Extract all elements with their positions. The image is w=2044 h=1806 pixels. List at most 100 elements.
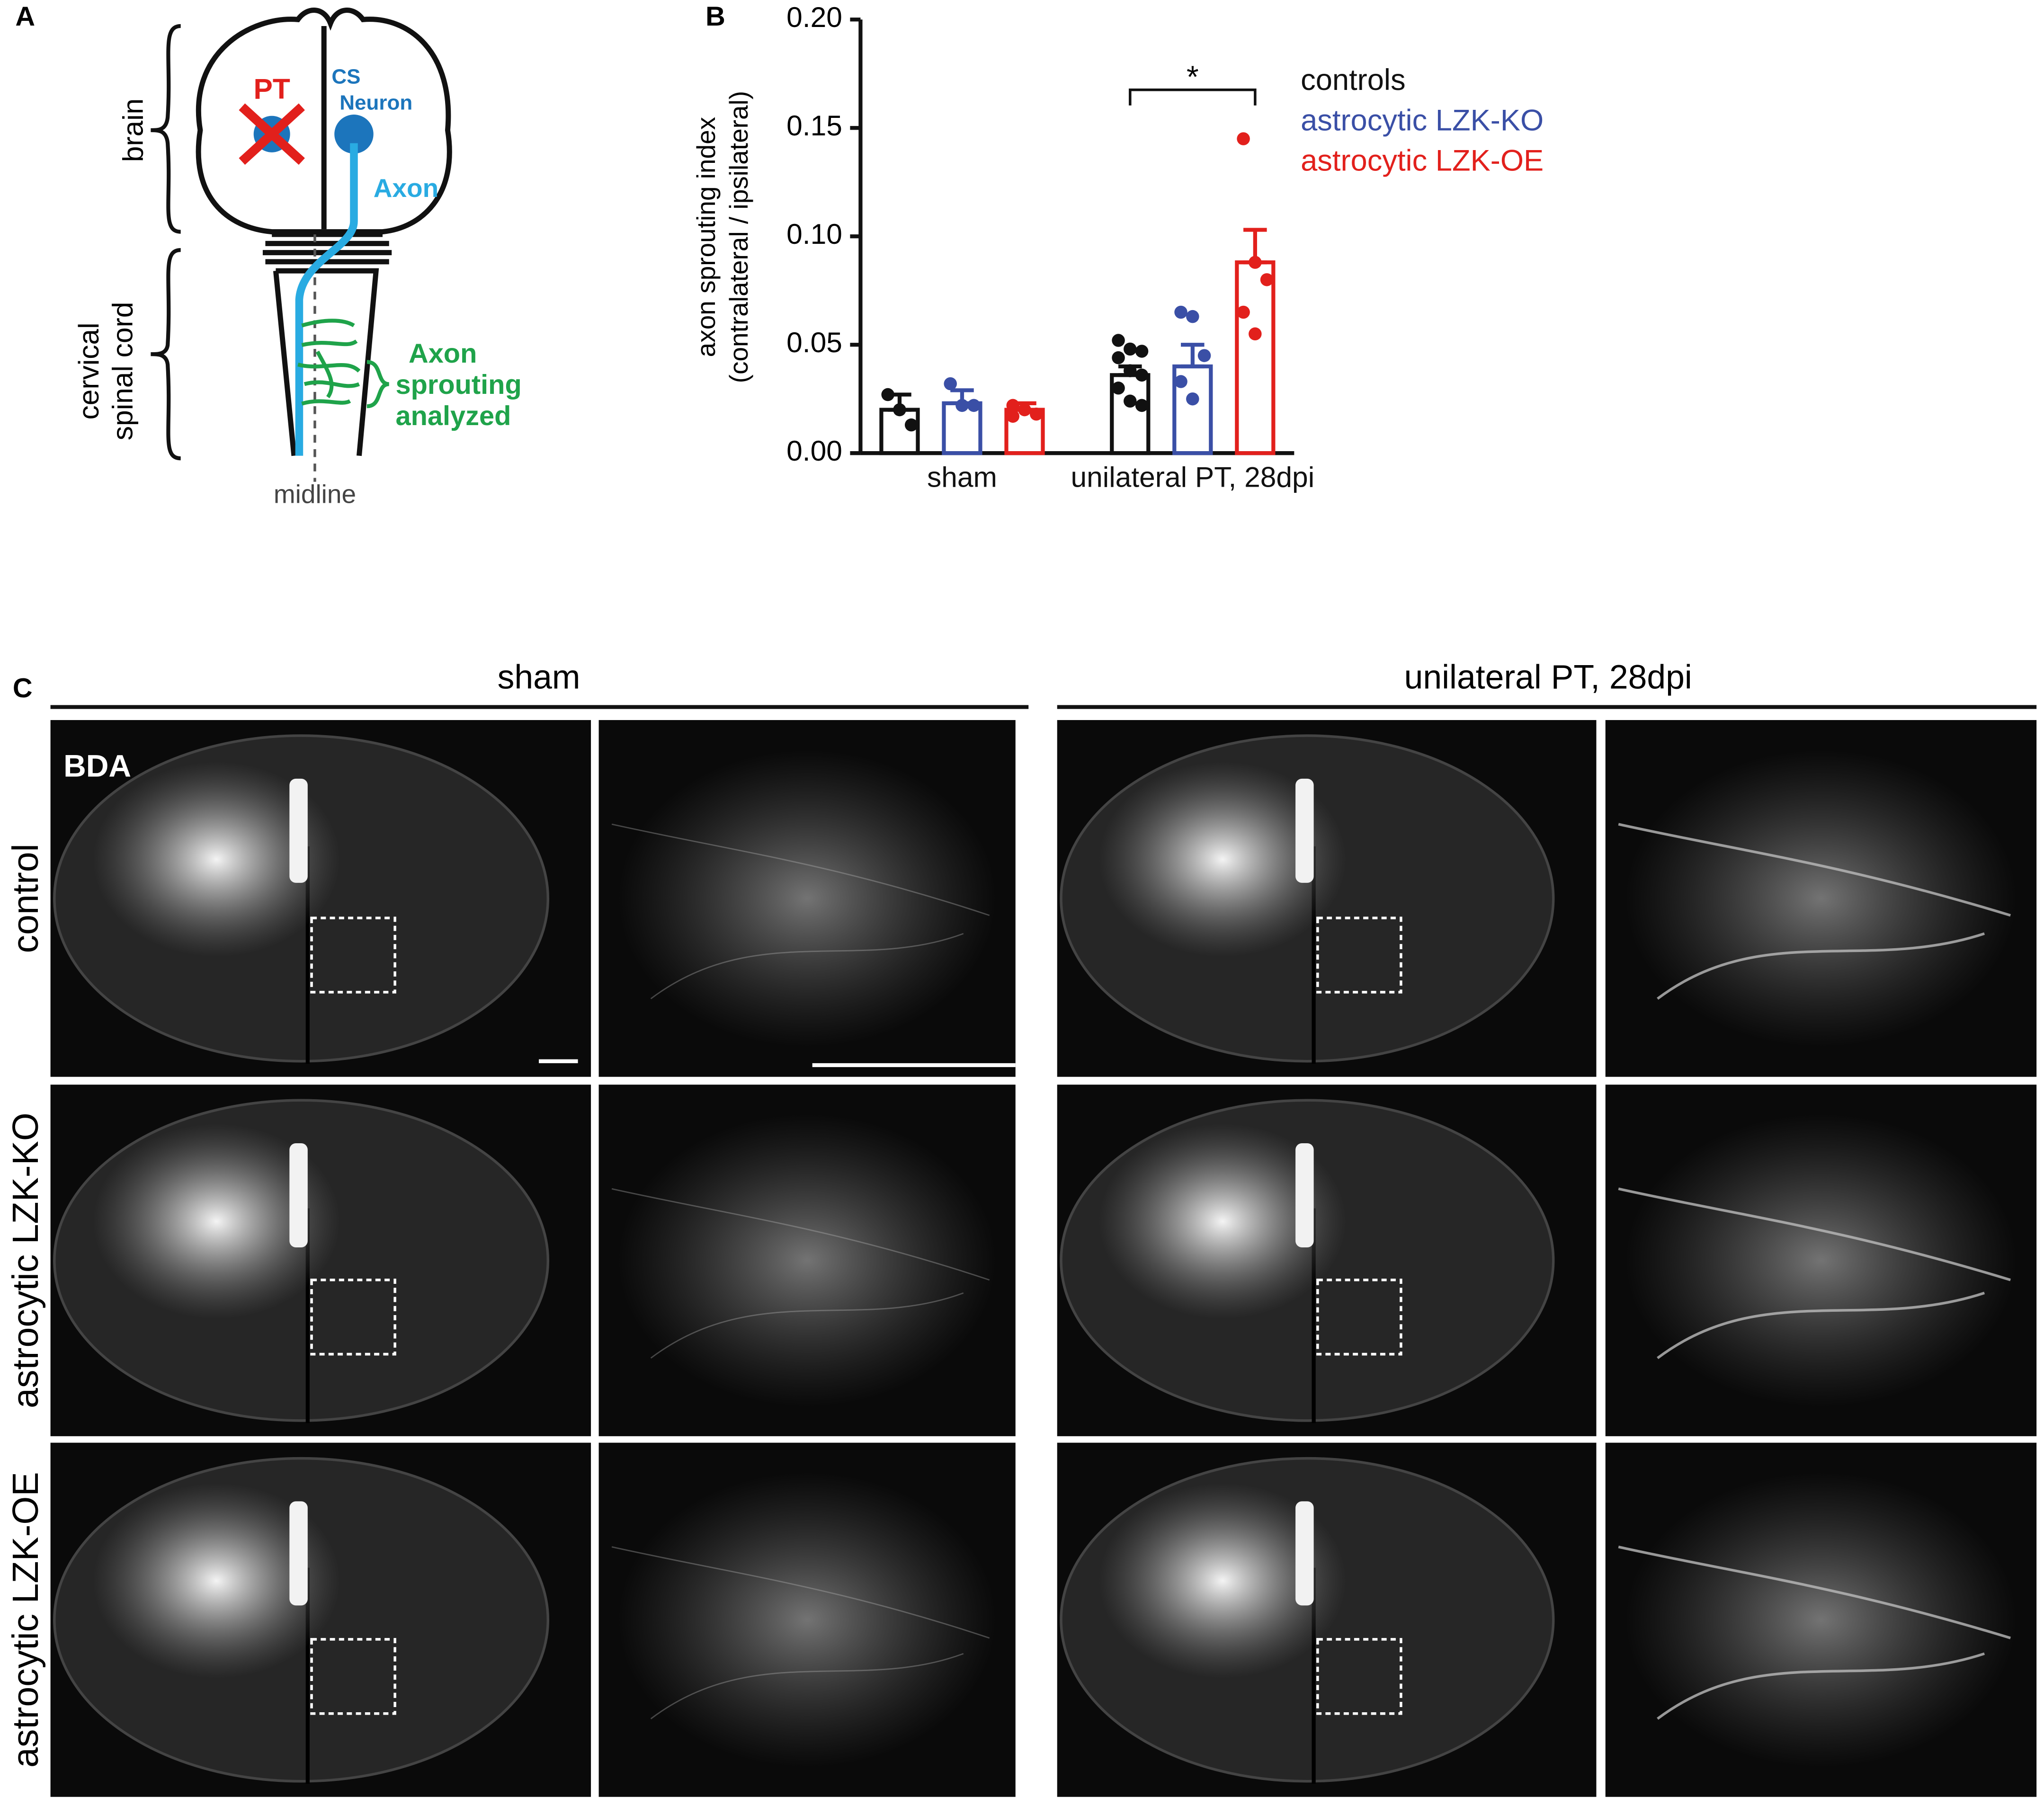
data-point	[1260, 273, 1274, 286]
bda-label-area	[1098, 1123, 1347, 1319]
spinal-label: cervical	[72, 322, 105, 419]
roi-box	[1316, 916, 1402, 994]
y-tick-label: 0.10	[786, 218, 842, 250]
data-point	[1006, 409, 1019, 423]
stain-label: BDA	[63, 748, 131, 783]
cs-label: Neuron	[339, 91, 412, 115]
y-axis-label: axon sprouting index	[691, 117, 721, 357]
y-tick-label: 0.00	[786, 435, 842, 467]
data-point	[1112, 351, 1125, 365]
data-point	[1249, 327, 1262, 341]
legend-entry: astrocytic LZK-OE	[1301, 144, 1544, 178]
data-point	[1197, 349, 1211, 362]
data-point	[1186, 310, 1199, 323]
x-tick-label: sham	[927, 461, 997, 494]
midline-label: midline	[274, 479, 356, 508]
data-point	[1112, 334, 1125, 347]
row-label: control	[5, 844, 46, 953]
panel-a: A brain cervical spinal cord PT CS Neuro…	[15, 1, 521, 509]
data-point	[1249, 256, 1262, 269]
cs-neuron	[334, 115, 374, 154]
y-tick-label: 0.15	[786, 109, 842, 142]
data-point	[1135, 399, 1149, 412]
data-point	[1018, 403, 1031, 417]
sprouting-label: analyzed	[395, 401, 511, 431]
zoom-texture	[617, 749, 997, 1047]
roi-box	[310, 916, 396, 994]
bda-label-area	[1098, 1483, 1347, 1679]
bda-label-area	[92, 1123, 340, 1319]
bda-injection	[1295, 1501, 1314, 1606]
bda-injection	[289, 1143, 308, 1248]
bda-injection	[289, 1501, 308, 1606]
data-point	[1124, 394, 1137, 408]
spinal-brace	[151, 248, 181, 461]
axon-label: Axon	[374, 173, 439, 203]
bda-label-area	[92, 762, 340, 957]
data-point	[1186, 392, 1199, 406]
axon-path	[295, 143, 358, 456]
bda-label-area	[1098, 762, 1347, 957]
pt-cross	[239, 103, 305, 165]
row-label: astrocytic LZK-KO	[5, 1112, 46, 1408]
roi-box	[310, 1638, 396, 1715]
panel-label: C	[13, 673, 33, 703]
significance-bracket	[1129, 89, 1257, 106]
data-point	[881, 388, 894, 401]
cs-label: CS	[331, 65, 360, 89]
axon-fibers	[611, 1546, 990, 1719]
roi-box	[1316, 1279, 1402, 1356]
error-bar	[1181, 343, 1205, 369]
spinal-label: spinal cord	[106, 302, 138, 441]
column-header: sham	[498, 658, 580, 696]
legend-entry: controls	[1301, 63, 1405, 97]
column-header: unilateral PT, 28dpi	[1404, 658, 1692, 696]
sprouting-lines	[297, 319, 361, 406]
panel-b: B axon sprouting index (contralateral / …	[691, 1, 1544, 494]
legend-entry: astrocytic LZK-KO	[1301, 104, 1544, 137]
pt-label: PT	[254, 73, 290, 105]
y-tick-label: 0.20	[786, 1, 842, 33]
axon-fibers	[1618, 1187, 2011, 1360]
spinal-cord-outline	[262, 231, 392, 456]
x-tick-label-box: sham	[927, 461, 997, 494]
data-point	[955, 399, 969, 412]
data-point	[1124, 342, 1137, 356]
data-point	[893, 403, 906, 417]
x-tick-label: unilateral PT, 28dpi	[1071, 461, 1315, 494]
sprouting-label: sprouting	[395, 370, 521, 400]
sprouting-label: Axon	[409, 338, 477, 369]
data-point	[1237, 305, 1250, 319]
x-tick-label-box: unilateral PT, 28dpi	[1071, 461, 1315, 494]
bda-injection	[1295, 1143, 1314, 1248]
data-point	[1174, 375, 1187, 388]
data-point	[967, 399, 981, 412]
axon-fibers	[1618, 823, 2011, 1000]
data-point	[1030, 408, 1043, 421]
significance-label: *	[1187, 59, 1199, 94]
sprouting-brace	[366, 360, 390, 409]
data-point	[944, 377, 957, 391]
axon-fibers	[1618, 1545, 2011, 1720]
zoom-texture	[1625, 1472, 2017, 1768]
data-point	[904, 418, 918, 432]
zoom-texture	[1625, 749, 2017, 1047]
bda-injection	[1295, 778, 1314, 883]
data-point	[1237, 132, 1250, 145]
axon-fibers	[611, 823, 990, 999]
y-axis-label: (contralateral / ipsilateral)	[724, 91, 753, 383]
axon-fibers	[611, 1188, 990, 1359]
zoom-texture	[617, 1114, 997, 1407]
zoom-texture	[1625, 1114, 2017, 1407]
data-point	[1006, 399, 1019, 412]
roi-box	[1316, 1638, 1402, 1715]
panel-label: A	[15, 1, 35, 32]
bda-injection	[289, 778, 308, 883]
roi-box	[310, 1279, 396, 1356]
data-point	[1135, 368, 1149, 382]
panel-label: B	[705, 1, 725, 32]
row-label: astrocytic LZK-OE	[5, 1472, 46, 1768]
y-tick-label: 0.05	[786, 326, 842, 358]
